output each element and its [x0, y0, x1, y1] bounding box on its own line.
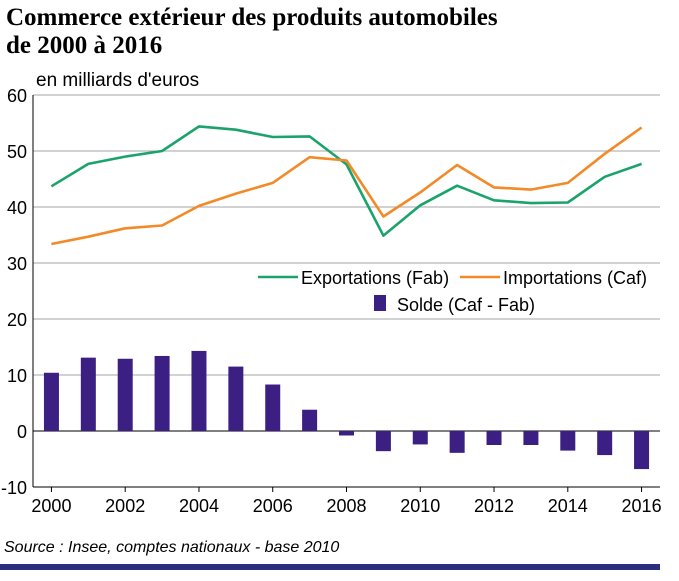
- bar-solde-2005: [228, 366, 244, 431]
- bar-solde-2000: [43, 372, 59, 431]
- y-tick-label: 20: [7, 310, 27, 330]
- bar-solde-2006: [265, 384, 281, 431]
- chart-title-line-2: de 2000 à 2016: [6, 32, 163, 59]
- bar-solde-2008: [339, 431, 354, 436]
- chart-title-line-1: Commerce extérieur des produits automobi…: [6, 4, 498, 31]
- legend-label: Solde (Caf - Fab): [397, 295, 535, 315]
- series-lines: [50, 125, 643, 246]
- y-tick-label: -10: [1, 478, 27, 498]
- legend-swatch: [374, 295, 386, 311]
- bar-solde-2011: [449, 431, 465, 453]
- bar-solde-2009: [375, 431, 391, 452]
- x-tick-label: 2008: [326, 496, 366, 516]
- gridlines: [33, 94, 660, 376]
- x-tick-label: 2000: [31, 496, 71, 516]
- bar-solde-2004: [191, 350, 207, 431]
- x-tick-label: 2004: [179, 496, 219, 516]
- y-tick-label: 50: [7, 142, 27, 162]
- bar-solde-2003: [154, 355, 170, 431]
- source-note: Source : Insee, comptes nationaux - base…: [4, 539, 340, 556]
- bar-solde-2016: [634, 431, 650, 470]
- y-tick-label: 30: [7, 254, 27, 274]
- y-tick-label: 0: [17, 422, 27, 442]
- bar-solde-2001: [80, 357, 96, 431]
- bar-solde-2012: [486, 431, 502, 445]
- y-tick-label: 60: [7, 86, 27, 106]
- x-tick-label: 2016: [622, 496, 662, 516]
- x-tick-label: 2014: [548, 496, 588, 516]
- x-tick-labels: 2000 2002 2004 2006 2008 2010 2012 2014 2016: [31, 496, 661, 516]
- y-tick-labels: 60 50 40 30 20 10 0 -10: [1, 86, 27, 498]
- bar-solde-2007: [302, 409, 318, 431]
- x-tick-label: 2012: [474, 496, 514, 516]
- y-axis-unit-label: en milliards d'euros: [36, 70, 200, 91]
- series-line-exportations: [50, 125, 643, 237]
- bar-solde-2002: [117, 358, 133, 431]
- x-tick-label: 2006: [253, 496, 293, 516]
- series-line-importations: [51, 126, 643, 246]
- x-tick-label: 2010: [400, 496, 440, 516]
- legend: Exportations (Fab) Importations (Caf) Sold…: [258, 268, 647, 315]
- bar-solde-2013: [523, 431, 539, 445]
- bar-solde-2014: [560, 431, 576, 451]
- bar-solde-2010: [412, 431, 428, 445]
- solde-bars: [43, 350, 650, 470]
- y-tick-label: 10: [7, 366, 27, 386]
- legend-label: Exportations (Fab): [301, 268, 449, 288]
- bottom-rule: [0, 564, 660, 570]
- legend-label: Importations (Caf): [503, 268, 647, 288]
- chart-title: Commerce extérieur des produits automobi…: [6, 4, 498, 60]
- y-tick-label: 40: [7, 198, 27, 218]
- x-tick-label: 2002: [105, 496, 145, 516]
- bar-solde-2015: [597, 431, 613, 456]
